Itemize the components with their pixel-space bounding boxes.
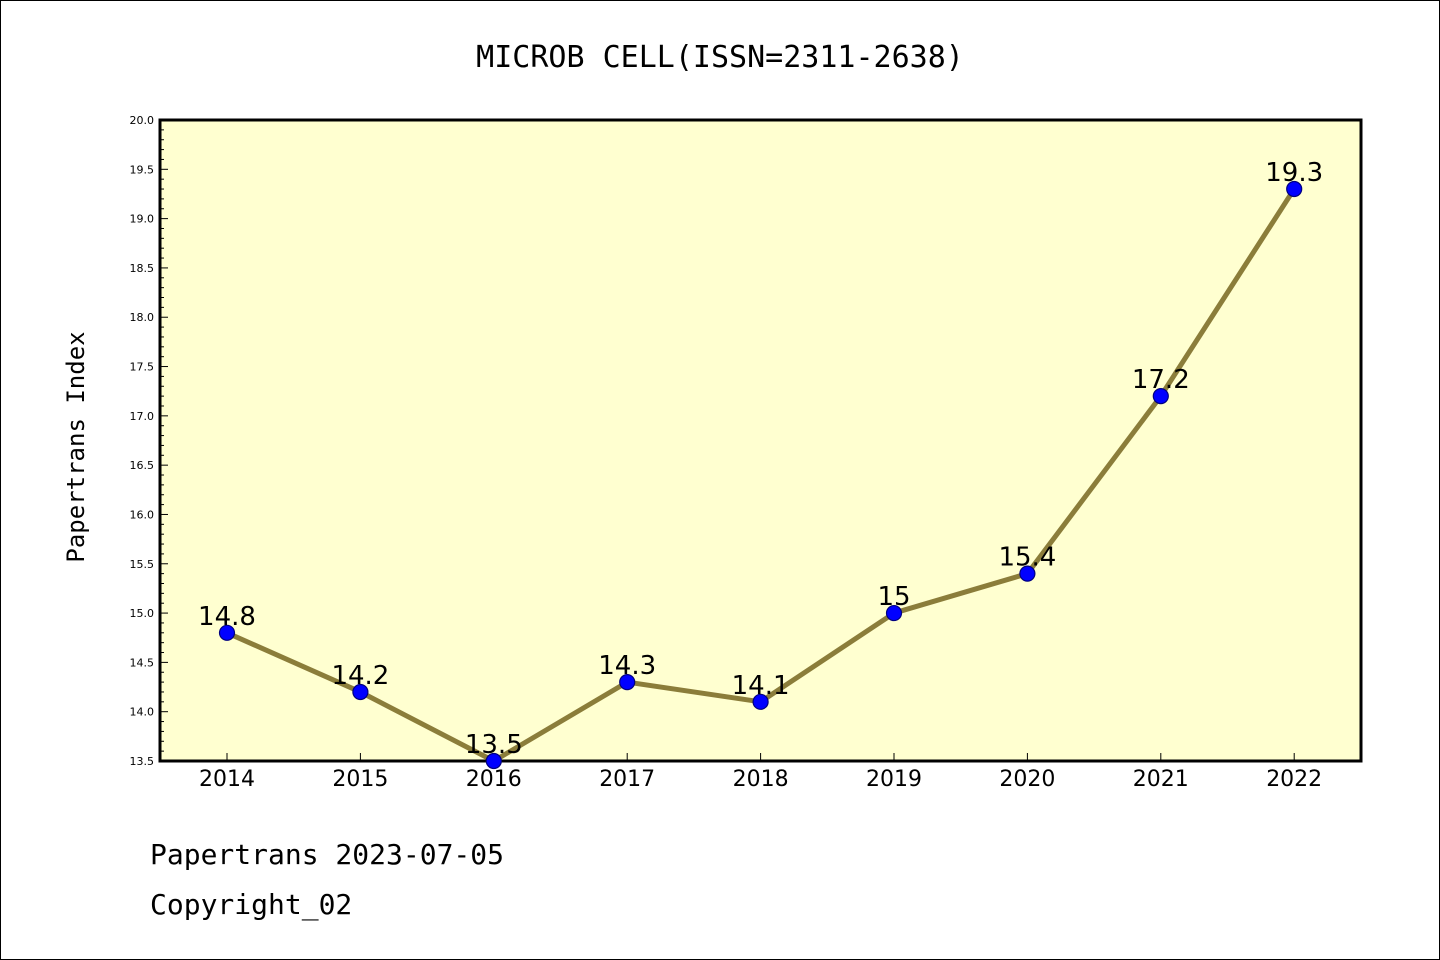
x-tick-label: 2017 [599, 767, 655, 792]
data-label: 13.5 [465, 730, 523, 760]
data-point [1152, 388, 1169, 405]
data-label: 14.8 [198, 602, 256, 632]
data-point [619, 674, 636, 691]
x-tick-label: 2016 [466, 767, 522, 792]
x-tick-label: 2020 [999, 767, 1055, 792]
footer-date: Papertrans 2023-07-05 [150, 838, 504, 871]
plot-area [158, 118, 1363, 763]
data-label: 15.4 [998, 543, 1056, 573]
x-tick-label: 2015 [332, 767, 388, 792]
y-axis-label: Papertrans Index [62, 331, 90, 562]
chart-title: MICROB CELL(ISSN=2311-2638) [476, 40, 964, 75]
data-label: 14.3 [598, 651, 656, 681]
data-label: 17.2 [1132, 365, 1190, 395]
data-point [885, 604, 903, 622]
data-point [1286, 180, 1303, 198]
data-label: 19.3 [1265, 158, 1323, 188]
y-tick-label: 15.0 [130, 607, 155, 620]
x-tick-label: 2022 [1266, 767, 1322, 792]
x-tick-label: 2014 [199, 767, 255, 792]
y-tick-label: 17.5 [130, 361, 155, 374]
y-tick-label: 16.0 [130, 508, 155, 521]
y-tick-label: 14.5 [130, 656, 155, 669]
x-tick-label: 2019 [866, 767, 922, 792]
data-label: 14.1 [732, 671, 790, 701]
y-tick-label: 20.0 [130, 114, 155, 127]
y-tick-label: 18.0 [130, 311, 155, 324]
y-tick-label: 17.0 [130, 410, 155, 423]
footer-copyright: Copyright_02 [150, 888, 352, 922]
series-points [218, 180, 1303, 770]
y-axis: 13.5 14.0 14.5 15.0 15.5 16.0 16.5 17.0 17.5 18.0… [130, 114, 168, 768]
y-tick-label: 19.0 [130, 213, 155, 226]
x-tick-label: 2021 [1133, 767, 1189, 792]
y-tick-label: 13.5 [130, 755, 155, 768]
y-tick-label: 16.5 [130, 459, 155, 472]
data-label: 15 [877, 582, 910, 612]
y-tick-label: 14.0 [130, 706, 155, 719]
x-axis: 2014 2015 2016 2017 2018 2019 2020 2021 2022 [199, 753, 1322, 792]
y-tick-label: 18.5 [130, 262, 155, 275]
data-point [485, 752, 502, 770]
data-point [352, 683, 369, 701]
data-point [752, 693, 769, 710]
data-point [1019, 565, 1036, 582]
y-tick-label: 15.5 [130, 558, 155, 571]
data-point [218, 624, 236, 641]
y-tick-label: 19.5 [130, 163, 155, 176]
data-labels: 14.8 14.2 13.5 14.3 14.1 15 15.4 17.2 19.3 [198, 158, 1323, 760]
x-tick-label: 2018 [733, 767, 789, 792]
data-label: 14.2 [331, 661, 389, 691]
